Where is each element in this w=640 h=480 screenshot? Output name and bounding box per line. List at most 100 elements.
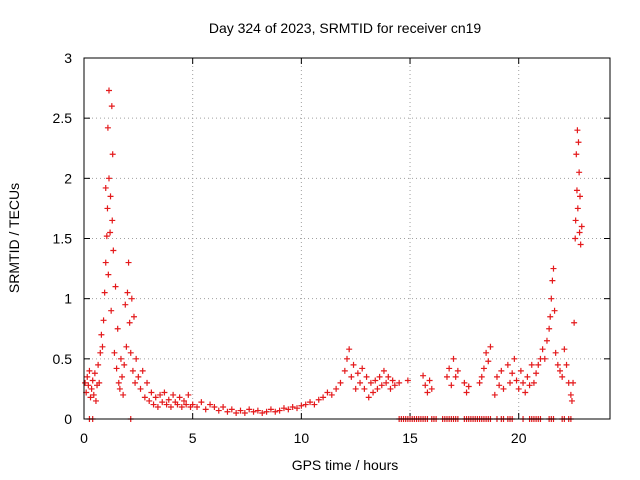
data-point (387, 385, 394, 392)
data-point (563, 361, 570, 368)
data-point (476, 379, 483, 386)
data-point (127, 349, 134, 356)
data-point (124, 289, 131, 296)
data-point (174, 401, 181, 408)
data-point (528, 361, 535, 368)
data-point (133, 355, 140, 362)
data-point (88, 385, 95, 392)
data-point (180, 397, 187, 404)
data-point (365, 394, 372, 401)
y-tick-label: 2 (64, 170, 72, 186)
data-point (294, 405, 301, 412)
x-tick-label: 15 (402, 430, 418, 446)
data-point (272, 408, 279, 415)
data-point (573, 187, 580, 194)
data-point (104, 205, 111, 212)
x-tick-label: 10 (294, 430, 310, 446)
data-point (307, 399, 314, 406)
data-point (571, 319, 578, 326)
data-point (524, 373, 531, 380)
data-point (159, 399, 166, 406)
data-point (548, 295, 555, 302)
data-point (132, 379, 139, 386)
data-point (298, 402, 305, 409)
data-point (101, 289, 108, 296)
data-point (546, 325, 553, 332)
data-point (141, 394, 148, 401)
y-axis-label: SRMTID / TECUs (6, 183, 22, 293)
y-tick-label: 0 (64, 411, 72, 427)
data-point (233, 409, 240, 416)
data-point (82, 379, 89, 386)
y-tick-label: 0.5 (53, 351, 73, 367)
x-tick-labels: 0 5 10 15 20 (80, 430, 527, 446)
data-point (215, 407, 222, 414)
data-point (120, 391, 127, 398)
data-point (139, 367, 146, 374)
data-point (112, 283, 119, 290)
data-point (491, 391, 498, 398)
data-point (420, 372, 427, 379)
data-point (178, 403, 185, 410)
data-point (547, 313, 554, 320)
data-point (311, 401, 318, 408)
data-point (254, 407, 261, 414)
data-point (105, 271, 112, 278)
data-point (86, 367, 93, 374)
data-point (551, 307, 558, 314)
data-point (372, 377, 379, 384)
plot-frame (83, 57, 611, 420)
grid (84, 58, 610, 419)
data-point (176, 394, 183, 401)
y-tick-label: 1 (64, 291, 72, 307)
data-point (315, 396, 322, 403)
data-point (570, 379, 577, 386)
data-point (463, 389, 470, 396)
data-point (573, 151, 580, 158)
data-point (515, 385, 522, 392)
data-point (391, 382, 398, 389)
data-point (161, 389, 168, 396)
data-point (483, 349, 490, 356)
data-point (478, 373, 485, 380)
data-point (574, 205, 581, 212)
data-point (87, 394, 94, 401)
data-point (84, 373, 91, 380)
data-markers (82, 87, 585, 422)
data-point (328, 391, 335, 398)
data-point (465, 383, 472, 390)
data-point (108, 103, 115, 110)
data-point (117, 355, 124, 362)
data-point (533, 370, 540, 377)
data-point (461, 379, 468, 386)
data-point (150, 401, 157, 408)
data-point (289, 403, 296, 410)
data-point (126, 319, 133, 326)
data-point (183, 401, 190, 408)
data-point (137, 385, 144, 392)
data-point (119, 373, 126, 380)
data-point (302, 401, 309, 408)
data-point (452, 373, 459, 380)
data-point (367, 379, 374, 386)
data-point (170, 391, 177, 398)
y-tick-label: 1.5 (53, 231, 73, 247)
data-point (95, 361, 102, 368)
data-point (113, 365, 120, 372)
data-point (324, 389, 331, 396)
data-point (443, 373, 450, 380)
x-tick-label: 5 (189, 430, 197, 446)
data-point (549, 277, 556, 284)
data-point (575, 139, 582, 146)
data-point (152, 394, 159, 401)
data-point (561, 346, 568, 353)
data-point (100, 317, 107, 324)
data-point (513, 377, 520, 384)
data-point (111, 349, 118, 356)
data-point (496, 382, 503, 389)
data-point (485, 358, 492, 365)
data-point (504, 361, 511, 368)
x-axis-label: GPS time / hours (292, 457, 399, 473)
data-point (263, 408, 270, 415)
data-point (211, 403, 218, 410)
